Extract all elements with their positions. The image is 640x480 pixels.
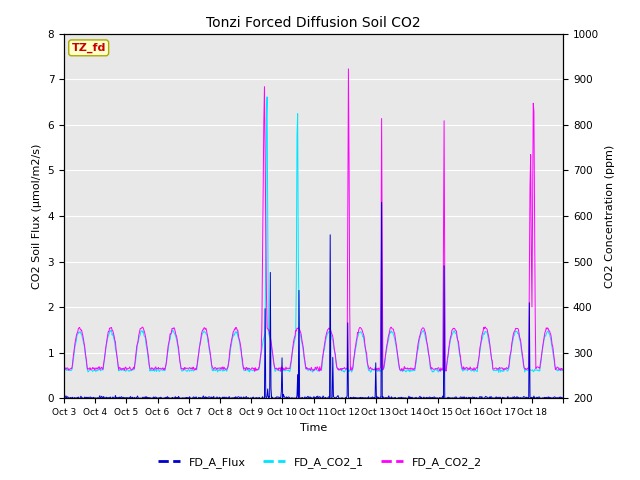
FD_A_CO2_2 bbox=[254, 367, 262, 373]
FD_A_CO2_1 bbox=[211, 367, 218, 373]
FD_A_CO2_1 bbox=[60, 367, 68, 372]
Legend: FD_A_Flux, FD_A_CO2_1, FD_A_CO2_2: FD_A_Flux, FD_A_CO2_1, FD_A_CO2_2 bbox=[154, 452, 486, 472]
FD_A_CO2_1 bbox=[559, 366, 567, 372]
X-axis label: Time: Time bbox=[300, 423, 327, 432]
FD_A_CO2_2 bbox=[344, 66, 352, 72]
FD_A_CO2_1 bbox=[263, 94, 271, 100]
FD_A_CO2_2 bbox=[394, 354, 402, 360]
Y-axis label: CO2 Concentration (ppm): CO2 Concentration (ppm) bbox=[605, 144, 614, 288]
FD_A_Flux bbox=[254, 395, 262, 401]
FD_A_CO2_1 bbox=[365, 368, 373, 373]
Y-axis label: CO2 Soil Flux (µmol/m2/s): CO2 Soil Flux (µmol/m2/s) bbox=[32, 144, 42, 288]
FD_A_Flux bbox=[211, 396, 218, 401]
FD_A_CO2_2 bbox=[211, 365, 218, 371]
FD_A_Flux bbox=[119, 395, 127, 401]
FD_A_CO2_1 bbox=[119, 367, 127, 373]
FD_A_CO2_2 bbox=[60, 366, 68, 372]
FD_A_CO2_1 bbox=[236, 337, 243, 343]
FD_A_CO2_1 bbox=[254, 367, 262, 372]
FD_A_CO2_2 bbox=[559, 367, 567, 373]
FD_A_Flux bbox=[392, 396, 400, 401]
FD_A_Flux bbox=[236, 394, 243, 400]
FD_A_CO2_2 bbox=[119, 366, 127, 372]
Line: FD_A_CO2_2: FD_A_CO2_2 bbox=[64, 69, 563, 372]
FD_A_CO2_2 bbox=[366, 365, 374, 371]
FD_A_Flux bbox=[559, 396, 567, 401]
Text: TZ_fd: TZ_fd bbox=[72, 43, 106, 53]
FD_A_Flux bbox=[378, 200, 385, 205]
FD_A_Flux bbox=[60, 395, 68, 401]
FD_A_CO2_1 bbox=[495, 370, 502, 375]
FD_A_CO2_1 bbox=[394, 351, 401, 357]
FD_A_Flux bbox=[365, 394, 372, 399]
Title: Tonzi Forced Diffusion Soil CO2: Tonzi Forced Diffusion Soil CO2 bbox=[206, 16, 421, 30]
Line: FD_A_Flux: FD_A_Flux bbox=[64, 203, 563, 398]
Line: FD_A_CO2_1: FD_A_CO2_1 bbox=[64, 97, 563, 372]
FD_A_CO2_2 bbox=[236, 336, 243, 342]
FD_A_CO2_2 bbox=[277, 369, 285, 374]
FD_A_Flux bbox=[394, 396, 402, 401]
